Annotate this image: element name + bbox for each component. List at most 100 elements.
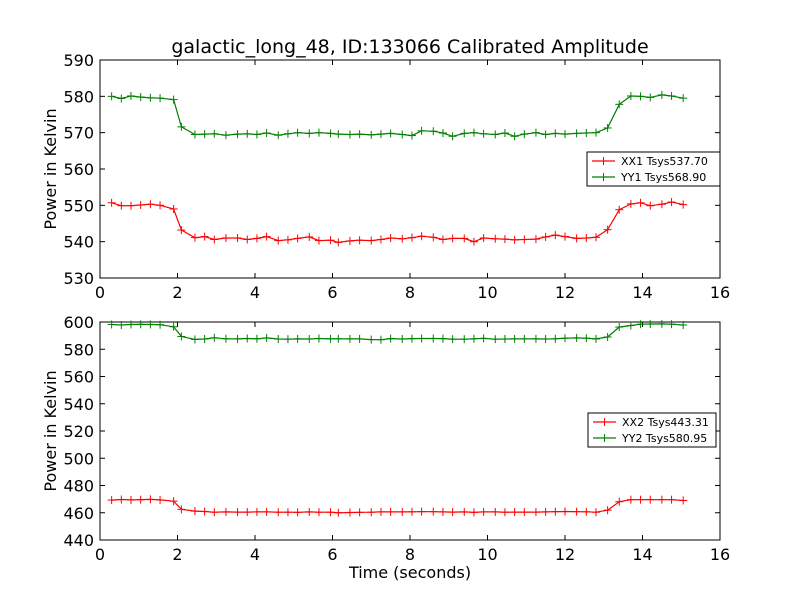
y-tick-label: 580 xyxy=(63,340,94,359)
data-point xyxy=(626,91,635,100)
data-point xyxy=(460,234,469,243)
data-point xyxy=(679,496,688,505)
data-point xyxy=(636,198,645,207)
data-point xyxy=(398,234,407,243)
data-point xyxy=(326,508,335,517)
data-point xyxy=(305,232,314,241)
data-point xyxy=(177,122,186,131)
data-point xyxy=(541,335,550,344)
data-point xyxy=(592,128,600,137)
x-tick-label: 14 xyxy=(632,545,652,564)
data-point xyxy=(334,334,343,343)
data-point xyxy=(479,507,488,516)
data-point xyxy=(252,334,261,343)
x-tick-label: 8 xyxy=(405,283,415,302)
data-point xyxy=(667,320,676,329)
data-point xyxy=(541,507,550,516)
data-point xyxy=(345,130,354,139)
data-point xyxy=(572,234,581,243)
data-point xyxy=(386,129,395,138)
data-point xyxy=(582,507,591,516)
data-point xyxy=(636,495,645,504)
data-point xyxy=(293,234,302,243)
data-point xyxy=(460,335,469,344)
data-point xyxy=(626,199,635,208)
data-point xyxy=(293,508,302,517)
y-tick-label: 460 xyxy=(63,504,94,523)
data-point xyxy=(407,507,416,516)
data-point xyxy=(592,508,600,517)
data-point xyxy=(429,334,438,343)
data-point xyxy=(283,335,292,344)
data-point xyxy=(520,508,529,517)
series-YY2 Tsys580.95 xyxy=(107,319,688,344)
data-point xyxy=(407,233,416,242)
data-point xyxy=(305,335,314,344)
data-point xyxy=(305,129,314,138)
x-tick-label: 4 xyxy=(250,283,260,302)
data-point xyxy=(334,238,343,247)
x-tick-label: 10 xyxy=(477,283,497,302)
y-tick-label: 560 xyxy=(63,160,94,179)
y-tick-label: 560 xyxy=(63,368,94,387)
y-tick-label: 580 xyxy=(63,87,94,106)
data-point xyxy=(326,129,335,138)
legend-marker xyxy=(600,418,609,426)
y-tick-label: 440 xyxy=(63,531,94,550)
data-point xyxy=(657,495,666,504)
data-point xyxy=(367,130,376,139)
data-point xyxy=(592,334,600,343)
data-point xyxy=(355,508,364,517)
data-point xyxy=(221,507,230,516)
data-point xyxy=(243,508,252,517)
data-point xyxy=(117,201,126,210)
data-point xyxy=(334,508,343,517)
data-point xyxy=(417,507,426,516)
data-point xyxy=(293,334,302,343)
data-point xyxy=(367,508,376,517)
data-point xyxy=(221,234,230,243)
data-point xyxy=(274,508,283,517)
data-point xyxy=(355,236,364,245)
data-point xyxy=(367,335,376,344)
data-point xyxy=(657,200,666,209)
data-point xyxy=(177,505,186,514)
data-point xyxy=(190,507,199,516)
data-point xyxy=(283,235,292,244)
data-point xyxy=(510,508,519,517)
data-point xyxy=(603,332,612,341)
data-point xyxy=(561,232,569,241)
data-point xyxy=(448,508,457,517)
data-point xyxy=(626,321,635,330)
data-point xyxy=(520,235,529,244)
data-point xyxy=(146,200,155,209)
data-point xyxy=(551,334,560,343)
legend-marker xyxy=(599,157,608,165)
series-XX2 Tsys443.31 xyxy=(107,495,688,517)
x-tick-label: 14 xyxy=(632,283,652,302)
data-point xyxy=(491,507,500,516)
x-tick-label: 0 xyxy=(95,283,105,302)
data-point xyxy=(646,495,655,504)
data-point xyxy=(169,95,178,104)
data-point xyxy=(146,495,155,504)
data-point xyxy=(551,129,560,138)
data-point xyxy=(398,335,407,344)
data-point xyxy=(491,335,500,344)
data-point xyxy=(417,126,426,135)
data-point xyxy=(156,94,165,103)
data-point xyxy=(274,335,283,344)
data-point xyxy=(603,123,612,132)
y-tick-label: 550 xyxy=(63,196,94,215)
top-panel: 0 2 4 6 8 10 12 14 16 530 540 550 560 570 580 590 Power … xyxy=(41,51,730,302)
data-point xyxy=(398,507,407,516)
x-tick-label: 10 xyxy=(477,545,497,564)
data-point xyxy=(491,130,500,139)
data-point xyxy=(200,335,209,344)
legend: XX1 Tsys537.70 YY1 Tsys568.90 xyxy=(586,151,721,187)
data-point xyxy=(479,129,488,138)
data-point xyxy=(136,495,145,504)
data-point xyxy=(156,320,165,329)
data-point xyxy=(479,234,488,243)
